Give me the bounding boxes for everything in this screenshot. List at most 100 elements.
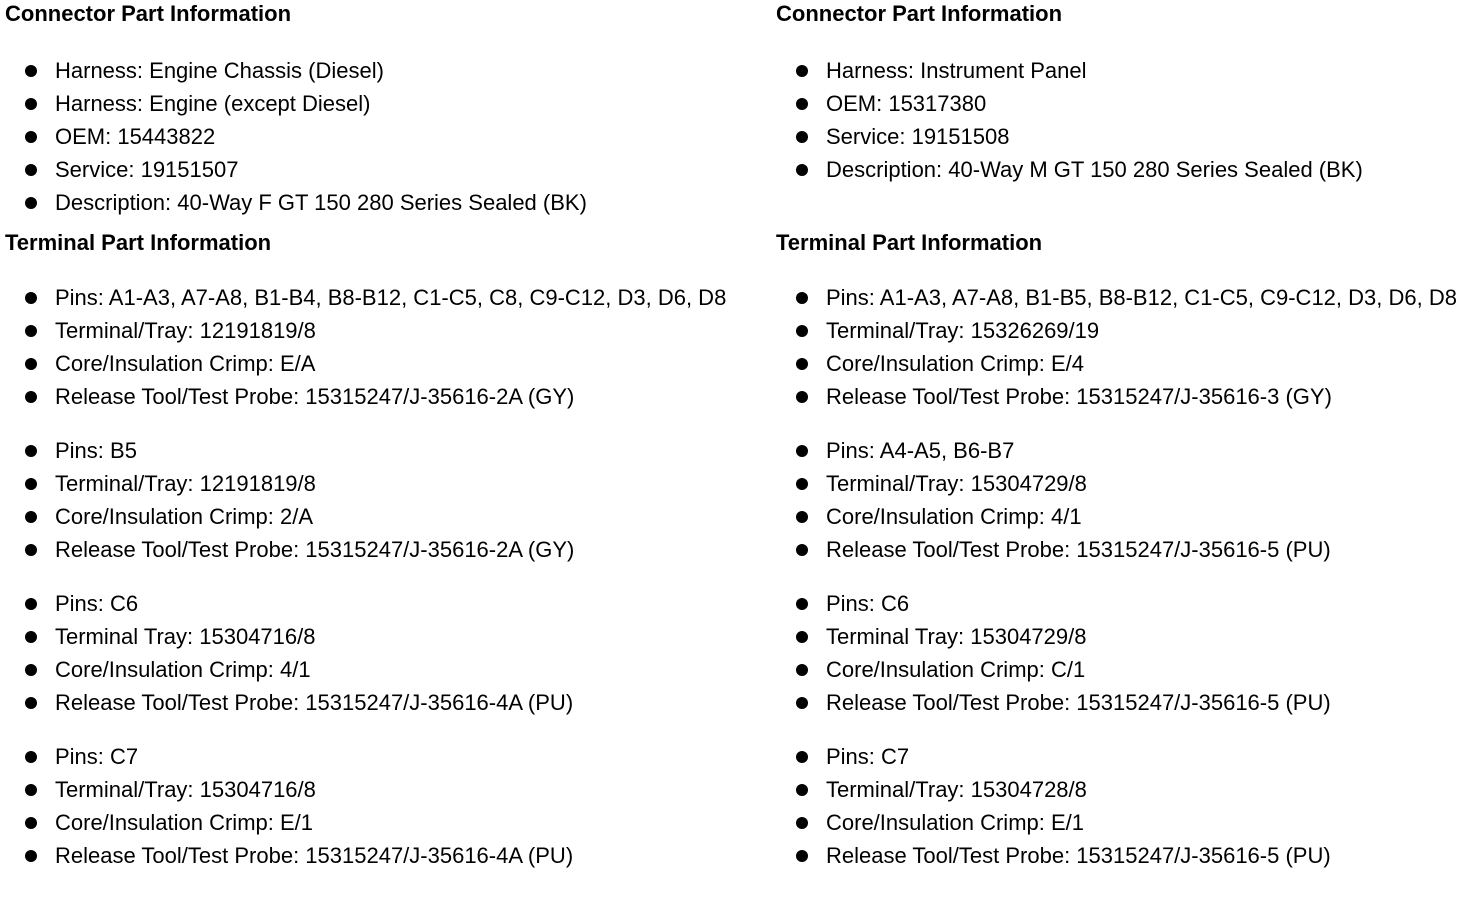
connector-part-heading: Connector Part Information — [5, 1, 292, 26]
list-item: Release Tool/Test Probe: 15315247/J-3561… — [776, 686, 1472, 719]
list-item-text: Pins: C6 — [55, 590, 139, 616]
list-item: OEM: 15317380 — [776, 87, 1472, 120]
list-item-text: Release Tool/Test Probe: 15315247/J-3561… — [826, 536, 1331, 562]
bullet-icon — [25, 663, 37, 676]
bullet-icon — [25, 597, 37, 610]
list-item-text: Core/Insulation Crimp: E/1 — [826, 809, 1084, 835]
bullet-icon — [796, 163, 808, 176]
list-item-text: Core/Insulation Crimp: 4/1 — [55, 656, 311, 682]
list-item-text: Pins: C7 — [826, 743, 910, 769]
list-item: Terminal/Tray: 12191819/8 — [5, 467, 765, 500]
bullet-icon — [796, 750, 808, 763]
list-item: Terminal/Tray: 15304729/8 — [776, 467, 1472, 500]
bullet-icon — [25, 750, 37, 763]
list-item-text: Pins: A1-A3, A7-A8, B1-B5, B8-B12, C1-C5… — [826, 284, 1457, 310]
list-item: Pins: C6 — [5, 587, 765, 620]
bullet-icon — [25, 324, 37, 337]
list-item: Harness: Engine Chassis (Diesel) — [5, 54, 765, 87]
list-item: OEM: 15443822 — [5, 120, 765, 153]
bullet-icon — [796, 597, 808, 610]
bullet-icon — [796, 663, 808, 676]
left-column: Connector Part Information Harness: Engin… — [5, 0, 765, 872]
list-item-text: Core/Insulation Crimp: E/4 — [826, 350, 1084, 376]
list-item: Description: 40-Way F GT 150 280 Series … — [5, 186, 765, 219]
connector-part-list: Harness: Engine Chassis (Diesel) Harness:… — [5, 54, 765, 219]
bullet-icon — [25, 630, 37, 643]
list-item: Pins: C7 — [5, 740, 765, 773]
list-item-text: OEM: 15443822 — [55, 123, 216, 149]
bullet-icon — [25, 64, 37, 77]
list-item: Terminal Tray: 15304716/8 — [5, 620, 765, 653]
list-item-text: OEM: 15317380 — [826, 90, 987, 116]
connector-part-heading: Connector Part Information — [776, 1, 1063, 26]
terminal-group: Pins: A1-A3, A7-A8, B1-B5, B8-B12, C1-C5… — [776, 281, 1472, 413]
list-item-text: Description: 40-Way F GT 150 280 Series … — [55, 189, 587, 215]
bullet-icon — [25, 163, 37, 176]
bullet-icon — [25, 357, 37, 370]
list-item-text: Harness: Instrument Panel — [826, 57, 1087, 83]
list-item: Core/Insulation Crimp: E/4 — [776, 347, 1472, 380]
bullet-icon — [25, 130, 37, 143]
bullet-icon — [796, 510, 808, 523]
list-item: Pins: C7 — [776, 740, 1472, 773]
bullet-icon — [796, 816, 808, 829]
terminal-group: Pins: C6 Terminal Tray: 15304729/8 Core/In… — [776, 587, 1472, 719]
bullet-icon — [25, 510, 37, 523]
terminal-part-heading: Terminal Part Information — [776, 230, 1043, 255]
bullet-icon — [25, 543, 37, 556]
bullet-icon — [796, 543, 808, 556]
list-item: Terminal/Tray: 15304716/8 — [5, 773, 765, 806]
list-item-text: Release Tool/Test Probe: 15315247/J-3561… — [826, 383, 1332, 409]
list-item: Terminal Tray: 15304729/8 — [776, 620, 1472, 653]
list-item: Core/Insulation Crimp: E/1 — [5, 806, 765, 839]
list-item-text: Terminal/Tray: 15304728/8 — [826, 776, 1087, 802]
list-item-text: Terminal Tray: 15304716/8 — [55, 623, 316, 649]
list-item-text: Pins: A1-A3, A7-A8, B1-B4, B8-B12, C1-C5… — [55, 284, 727, 310]
list-item: Pins: A1-A3, A7-A8, B1-B5, B8-B12, C1-C5… — [776, 281, 1472, 314]
list-item-text: Service: 19151508 — [826, 123, 1010, 149]
list-item-text: Terminal/Tray: 15326269/19 — [826, 317, 1100, 343]
terminal-group: Pins: C6 Terminal Tray: 15304716/8 Core/In… — [5, 587, 765, 719]
list-item: Release Tool/Test Probe: 15315247/J-3561… — [5, 380, 765, 413]
bullet-icon — [796, 477, 808, 490]
bullet-icon — [796, 64, 808, 77]
list-item-text: Pins: C7 — [55, 743, 139, 769]
list-item-text: Core/Insulation Crimp: E/1 — [55, 809, 313, 835]
terminal-group: Pins: C7 Terminal/Tray: 15304716/8 Core/In… — [5, 740, 765, 872]
list-item-text: Pins: A4-A5, B6-B7 — [826, 437, 1015, 463]
list-item-text: Terminal/Tray: 15304716/8 — [55, 776, 316, 802]
list-item: Release Tool/Test Probe: 15315247/J-3561… — [5, 533, 765, 566]
list-item: Release Tool/Test Probe: 15315247/J-3561… — [776, 380, 1472, 413]
list-item: Core/Insulation Crimp: 4/1 — [5, 653, 765, 686]
list-item-text: Core/Insulation Crimp: E/A — [55, 350, 316, 376]
list-item: Terminal/Tray: 15326269/19 — [776, 314, 1472, 347]
list-item: Harness: Engine (except Diesel) — [5, 87, 765, 120]
terminal-group: Pins: A1-A3, A7-A8, B1-B4, B8-B12, C1-C5… — [5, 281, 765, 413]
list-item: Release Tool/Test Probe: 15315247/J-3561… — [5, 839, 765, 872]
list-item: Core/Insulation Crimp: E/A — [5, 347, 765, 380]
list-item: Pins: C6 — [776, 587, 1472, 620]
bullet-icon — [25, 783, 37, 796]
bullet-icon — [25, 816, 37, 829]
bullet-icon — [796, 849, 808, 862]
list-item: Release Tool/Test Probe: 15315247/J-3561… — [776, 533, 1472, 566]
bullet-icon — [796, 97, 808, 110]
list-item-text: Release Tool/Test Probe: 15315247/J-3561… — [826, 842, 1331, 868]
list-item-text: Terminal/Tray: 15304729/8 — [826, 470, 1087, 496]
list-item-text: Terminal/Tray: 12191819/8 — [55, 470, 316, 496]
list-item-text: Release Tool/Test Probe: 15315247/J-3561… — [55, 842, 574, 868]
list-item: Service: 19151508 — [776, 120, 1472, 153]
list-item-text: Service: 19151507 — [55, 156, 239, 182]
bullet-icon — [25, 390, 37, 403]
terminal-group: Pins: B5 Terminal/Tray: 12191819/8 Core/In… — [5, 434, 765, 566]
list-item-text: Release Tool/Test Probe: 15315247/J-3561… — [55, 689, 574, 715]
list-item-text: Core/Insulation Crimp: 2/A — [55, 503, 313, 529]
list-item: Core/Insulation Crimp: 2/A — [5, 500, 765, 533]
list-item-text: Core/Insulation Crimp: 4/1 — [826, 503, 1082, 529]
bullet-icon — [25, 196, 37, 209]
list-item: Core/Insulation Crimp: E/1 — [776, 806, 1472, 839]
bullet-icon — [796, 696, 808, 709]
connector-part-list: Harness: Instrument Panel OEM: 15317380 Se… — [776, 54, 1472, 219]
list-item-text: Terminal Tray: 15304729/8 — [826, 623, 1087, 649]
list-item: Pins: B5 — [5, 434, 765, 467]
